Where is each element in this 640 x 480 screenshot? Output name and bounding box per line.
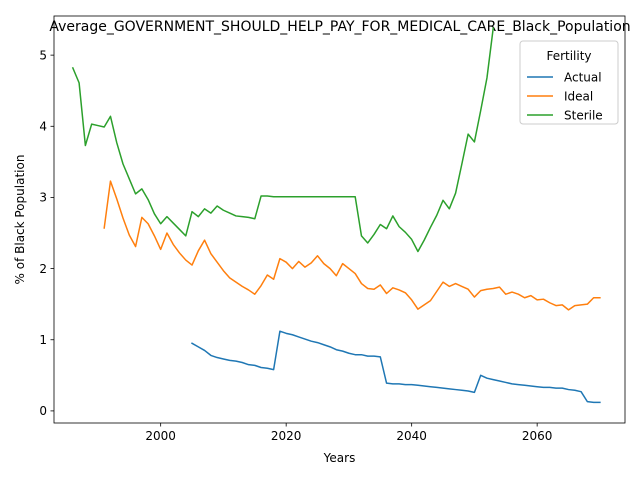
- y-tick-label: 0: [39, 404, 47, 418]
- legend-box: [519, 40, 619, 125]
- series-line-actual: [191, 330, 601, 404]
- x-tick-label: 2000: [145, 429, 176, 443]
- y-tick-label: 3: [39, 191, 47, 205]
- plot-area-frame: [53, 15, 626, 424]
- series-line-ideal: [103, 180, 601, 311]
- y-tick-label: 4: [39, 120, 47, 134]
- y-axis-label: % of Black Population: [13, 155, 27, 285]
- series-line-sterile: [71, 27, 495, 253]
- x-tick-label: 2020: [271, 429, 302, 443]
- x-tick-label: 2040: [396, 429, 427, 443]
- legend-label-ideal: Ideal: [564, 89, 593, 103]
- legend-label-sterile: Sterile: [564, 108, 603, 122]
- legend-items: Actual Ideal Sterile: [527, 70, 603, 122]
- y-tick-label: 1: [39, 333, 47, 347]
- legend-title: Fertility: [546, 49, 591, 63]
- y-tick-label: 5: [39, 48, 47, 62]
- x-axis-ticks: 2000 2020 2040 2060: [145, 423, 552, 443]
- x-tick-label: 2060: [522, 429, 553, 443]
- legend-label-actual: Actual: [564, 70, 602, 84]
- y-axis-ticks: 0 1 2 3 4 5: [39, 48, 54, 418]
- chart-title: Average_GOVERNMENT_SHOULD_HELP_PAY_FOR_M…: [49, 19, 630, 35]
- series-layer: [71, 27, 601, 404]
- legend: Fertility Actual Ideal Sterile: [519, 40, 619, 125]
- x-axis-label: Years: [323, 451, 356, 465]
- y-tick-label: 2: [39, 262, 47, 276]
